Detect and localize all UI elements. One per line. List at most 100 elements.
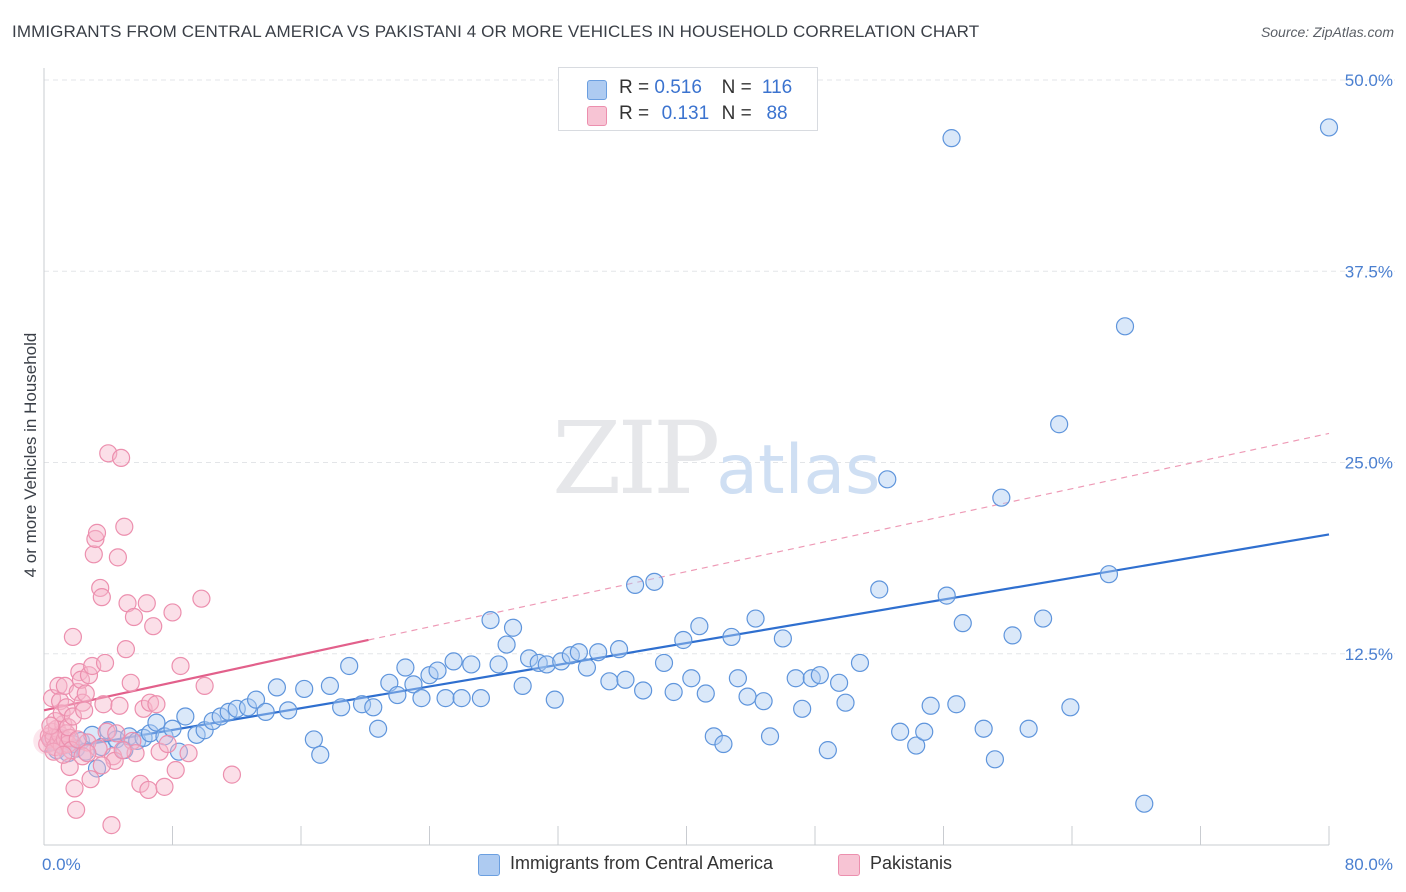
point-central-america-31: [246, 690, 266, 709]
point-central-america-94: [810, 666, 829, 685]
point-central-america-80: [690, 617, 709, 636]
point-pakistani-47: [102, 816, 121, 835]
point-pakistani-41: [91, 578, 110, 598]
point-pakistani-74: [179, 744, 198, 763]
point-central-america-113: [1033, 609, 1053, 628]
point-central-america-102: [907, 736, 926, 755]
point-central-america-96: [829, 673, 849, 692]
point-pakistani-87: [113, 741, 132, 760]
correlation-legend: R = 0.516 N = 116 R = 0.131 N = 88: [558, 67, 818, 131]
point-pakistani-40: [87, 523, 107, 542]
point-central-america-73: [625, 575, 645, 595]
bottom-legend-swatch-blue: [478, 854, 500, 876]
point-central-america-108: [974, 719, 993, 738]
point-central-america-37: [311, 745, 330, 764]
point-pakistani-55: [116, 640, 136, 659]
point-central-america-32: [256, 702, 275, 721]
point-central-america-51: [436, 689, 455, 708]
point-pakistani-50: [107, 724, 126, 743]
point-central-america-69: [589, 643, 608, 662]
point-central-america-107: [953, 614, 972, 633]
x-tick-labels: 0.0% 80.0%: [42, 855, 1393, 874]
point-central-america-119: [942, 129, 961, 148]
point-central-america-101: [891, 722, 910, 741]
point-central-america-18: [140, 724, 160, 743]
point-central-america-17: [134, 728, 153, 748]
point-central-america-54: [462, 655, 481, 674]
point-pakistani-27: [67, 800, 86, 819]
point-central-america-111: [1003, 626, 1022, 645]
point-central-america-72: [616, 670, 635, 689]
point-pakistani-26: [65, 779, 84, 798]
point-central-america-117: [1115, 317, 1135, 336]
point-central-america-10: [87, 759, 107, 778]
point-central-america-100: [878, 470, 897, 489]
grid-lines: [44, 79, 1395, 655]
point-central-america-23: [176, 707, 195, 726]
y-tick-label-0: 12.5%: [1345, 645, 1393, 664]
point-pakistani-70: [158, 734, 177, 754]
point-central-america-63: [537, 655, 556, 674]
point-central-america-60: [513, 676, 532, 695]
point-central-america-109: [985, 750, 1005, 769]
legend-swatch-blue: [587, 80, 607, 100]
point-pakistani-54: [115, 517, 134, 536]
point-central-america-78: [674, 630, 693, 650]
point-pakistani-64: [139, 780, 158, 800]
point-central-america-81: [696, 684, 715, 703]
point-pakistani-57: [121, 673, 140, 692]
point-central-america-75: [645, 572, 664, 591]
point-central-america-82: [704, 727, 723, 746]
point-central-america-103: [915, 722, 934, 741]
source-credit: Source: ZipAtlas.com: [1260, 24, 1394, 40]
point-pakistani-17: [49, 676, 68, 695]
point-central-america-92: [793, 699, 812, 718]
point-pakistani-86: [54, 745, 73, 764]
y-tick-label-1: 25.0%: [1345, 454, 1393, 473]
point-central-america-74: [634, 681, 653, 700]
watermark-atlas: atlas: [716, 431, 881, 510]
point-pakistani-73: [171, 656, 190, 676]
point-central-america-76: [654, 653, 674, 673]
point-central-america-112: [1019, 719, 1038, 738]
point-central-america-79: [682, 669, 701, 688]
point-central-america-114: [1050, 415, 1069, 434]
point-central-america-61: [519, 649, 539, 668]
point-pakistani-59: [124, 607, 144, 627]
point-pakistani-67: [147, 695, 166, 714]
point-central-america-77: [664, 682, 683, 702]
point-central-america-50: [428, 661, 447, 680]
point-pakistani-32: [75, 701, 94, 720]
point-central-america-88: [754, 692, 773, 711]
point-central-america-90: [773, 629, 792, 648]
point-pakistani-66: [144, 617, 163, 636]
point-pakistani-36: [81, 770, 100, 789]
trendline-pakistani-extended: [368, 432, 1330, 641]
point-pakistani-44: [95, 653, 115, 673]
legend-text-blue: R = 0.516 N = 116: [619, 77, 793, 98]
y-axis-label: 4 or more Vehicles in Household: [21, 333, 40, 578]
point-central-america-83: [714, 734, 733, 754]
point-central-america-115: [1061, 698, 1080, 717]
y-tick-labels: 12.5% 25.0% 37.5% 50.0%: [1345, 71, 1393, 664]
point-central-america-56: [481, 610, 500, 630]
point-central-america-65: [552, 652, 571, 671]
point-central-america-40: [340, 656, 359, 676]
bottom-legend-label-pink: Pakistanis: [870, 853, 953, 873]
point-pakistani-cluster: [33, 726, 62, 755]
point-pakistani-69: [155, 777, 174, 796]
point-pakistani-22: [58, 718, 78, 737]
point-central-america-89: [760, 727, 780, 746]
point-pakistani-72: [166, 760, 185, 780]
point-pakistani-38: [84, 545, 103, 564]
point-central-america-52: [444, 652, 463, 671]
point-central-america-95: [818, 741, 837, 760]
point-pakistani-53: [111, 448, 131, 468]
point-central-america-70: [600, 672, 619, 691]
x-tick-label-min: 0.0%: [42, 855, 81, 874]
watermark-zip: ZIP: [552, 400, 720, 517]
point-central-america-105: [937, 586, 956, 605]
point-central-america-110: [992, 488, 1011, 507]
point-pakistani-77: [222, 765, 242, 784]
point-central-america-104: [921, 696, 940, 715]
